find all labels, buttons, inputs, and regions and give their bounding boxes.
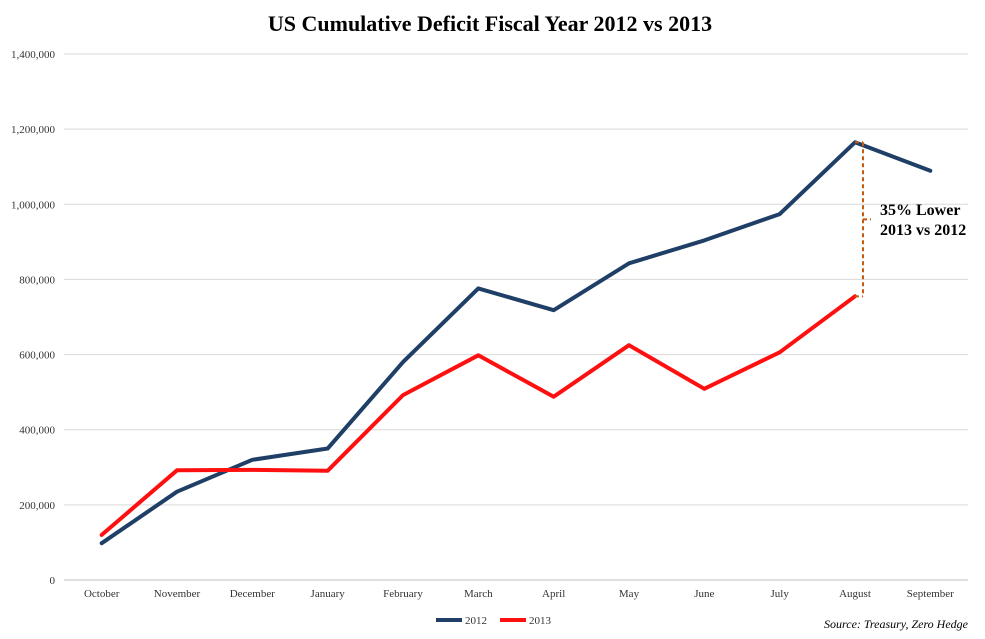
- data-point-2012: [100, 541, 104, 545]
- series-line-2013: [99, 294, 857, 537]
- x-axis: October November December January February Ma…: [84, 588, 954, 600]
- series-lines: [99, 140, 933, 546]
- data-point-2013: [627, 343, 631, 347]
- data-point-2012: [476, 286, 480, 290]
- x-tick-label: August: [839, 588, 871, 600]
- data-point-2012: [627, 261, 631, 265]
- data-point-2012: [702, 238, 706, 242]
- x-tick-label: June: [694, 588, 714, 600]
- x-tick-label: September: [907, 588, 954, 600]
- data-point-2013: [326, 469, 330, 473]
- data-point-2012: [778, 212, 782, 216]
- gridlines: [64, 53, 968, 581]
- y-axis: 0 200,000 400,000 600,000 800,000 1,000,000 1,…: [11, 49, 56, 587]
- source-note: Source: Treasury, Zero Hedge: [824, 617, 969, 631]
- y-tick-label: 1,000,000: [11, 199, 56, 211]
- annotation-line-2: 2013 vs 2012: [880, 222, 966, 239]
- data-point-2012: [250, 458, 254, 462]
- data-point-2012: [401, 360, 405, 364]
- x-tick-label: April: [542, 588, 565, 600]
- y-tick-label: 1,200,000: [11, 124, 56, 136]
- data-point-2012: [928, 169, 932, 173]
- y-tick-label: 200,000: [19, 500, 55, 512]
- data-point-2013: [702, 387, 706, 391]
- data-point-2013: [778, 350, 782, 354]
- data-point-2013: [100, 533, 104, 537]
- y-tick-label: 0: [50, 575, 56, 587]
- legend-label-2013: 2013: [529, 615, 552, 627]
- data-point-2012: [175, 490, 179, 494]
- data-point-2012: [552, 308, 556, 312]
- data-point-2013: [476, 353, 480, 357]
- legend: 2012 2013: [436, 615, 552, 627]
- data-point-2013: [552, 395, 556, 399]
- annotation-line-1: 35% Lower: [880, 202, 960, 219]
- chart-title: US Cumulative Deficit Fiscal Year 2012 v…: [268, 11, 712, 36]
- y-tick-label: 800,000: [19, 274, 55, 286]
- x-tick-label: October: [84, 588, 120, 600]
- series-line-2012: [99, 140, 933, 546]
- x-tick-label: February: [383, 588, 423, 600]
- data-point-2013: [250, 468, 254, 472]
- x-tick-label: March: [464, 588, 493, 600]
- x-tick-label: July: [770, 588, 789, 600]
- legend-label-2012: 2012: [465, 615, 487, 627]
- annotation: 35% Lower 2013 vs 2012: [855, 141, 966, 298]
- data-point-2012: [326, 447, 330, 450]
- y-tick-label: 600,000: [19, 350, 55, 362]
- x-tick-label: December: [230, 588, 276, 600]
- x-tick-label: January: [311, 588, 346, 600]
- x-tick-label: May: [619, 588, 640, 600]
- data-point-2013: [401, 393, 405, 397]
- y-tick-label: 1,400,000: [11, 49, 56, 61]
- x-tick-label: November: [154, 588, 201, 600]
- y-tick-label: 400,000: [19, 425, 55, 437]
- data-point-2013: [175, 468, 179, 472]
